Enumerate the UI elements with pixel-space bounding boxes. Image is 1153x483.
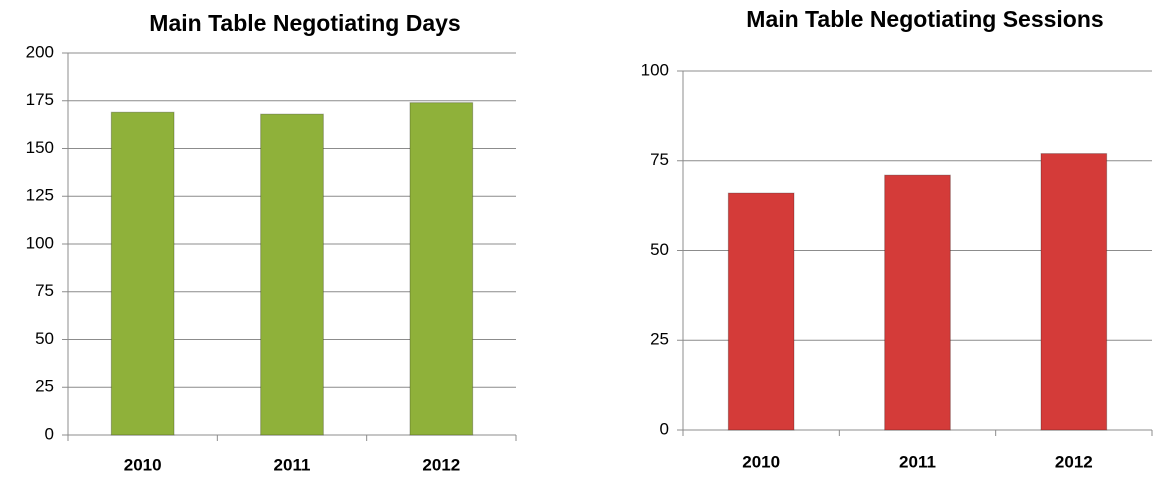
y-tick-label: 200 — [26, 42, 54, 61]
y-tick-label: 0 — [660, 419, 669, 438]
y-tick-label: 75 — [35, 281, 54, 300]
bar — [110, 111, 175, 436]
y-tick-label: 50 — [35, 329, 54, 348]
bar — [1040, 153, 1108, 431]
y-tick-label: 25 — [35, 377, 54, 396]
x-tick-label: 2010 — [742, 452, 780, 471]
bar — [727, 192, 795, 431]
y-tick-label: 175 — [26, 90, 54, 109]
chart-title: Main Table Negotiating Sessions — [746, 6, 1103, 32]
y-tick-label: 100 — [26, 233, 54, 252]
y-tick-label: 0 — [45, 424, 54, 443]
x-tick-label: 2011 — [899, 452, 936, 471]
y-tick-label: 25 — [650, 330, 669, 349]
bar — [409, 102, 474, 436]
x-tick-label: 2010 — [124, 455, 162, 474]
bar — [884, 174, 951, 431]
y-tick-label: 75 — [650, 150, 669, 169]
chart-title: Main Table Negotiating Days — [149, 10, 460, 36]
y-tick-label: 100 — [641, 60, 669, 79]
x-tick-label: 2012 — [422, 455, 460, 474]
y-tick-label: 50 — [650, 240, 669, 259]
bar — [260, 113, 324, 436]
x-tick-label: 2012 — [1055, 452, 1093, 471]
x-tick-label: 2011 — [274, 455, 311, 474]
y-tick-label: 125 — [26, 186, 54, 205]
y-tick-label: 150 — [26, 138, 54, 157]
